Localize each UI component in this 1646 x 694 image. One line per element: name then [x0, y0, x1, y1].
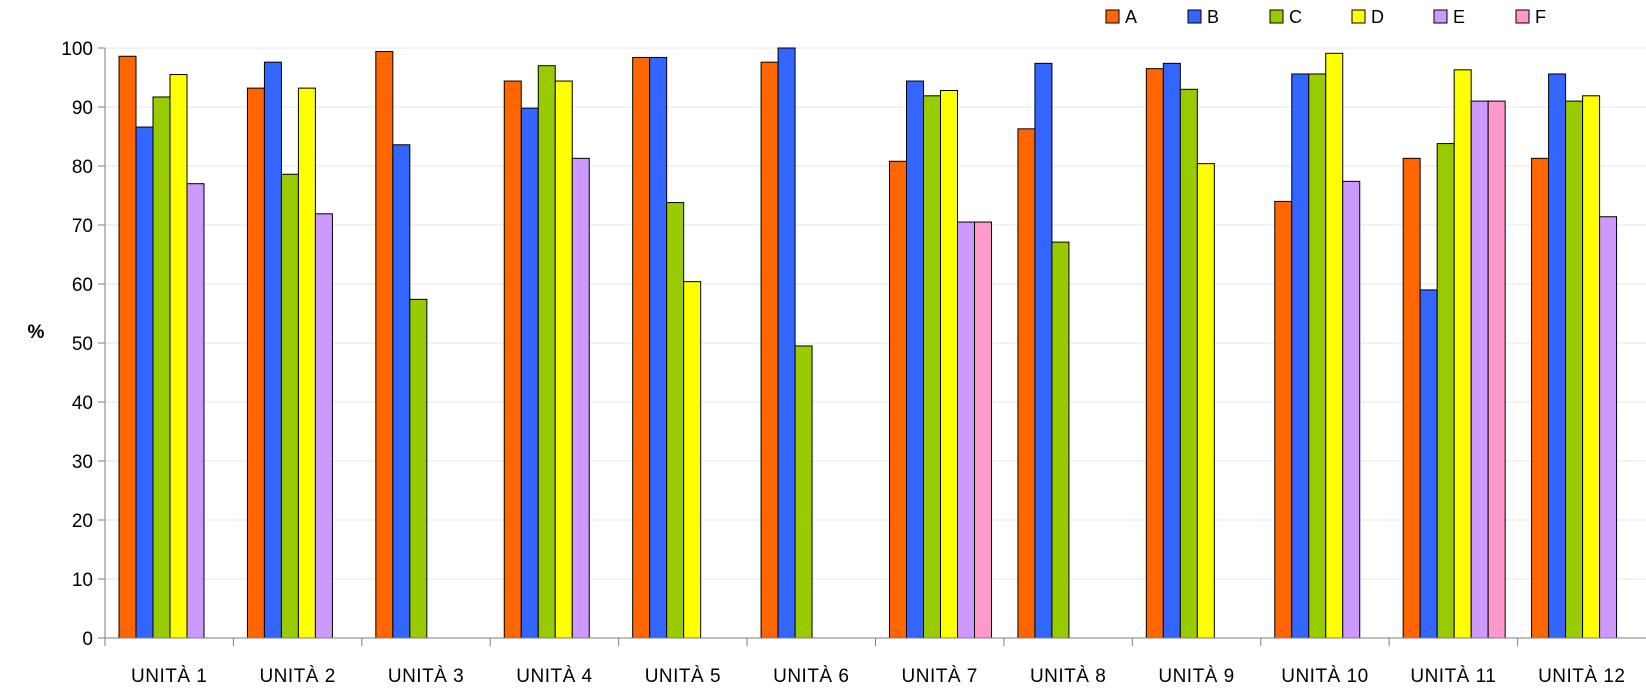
- bar-B-1: [135, 126, 154, 639]
- y-tick-label: 30: [72, 452, 93, 473]
- x-category-label: UNITÀ 4: [516, 666, 592, 687]
- bar-E-7: [957, 221, 975, 639]
- y-axis-title: %: [28, 322, 45, 343]
- bar-C-10: [1308, 73, 1327, 639]
- bar-B-9: [1162, 62, 1181, 639]
- bar-E-12: [1599, 216, 1618, 639]
- bar-A-3: [375, 51, 394, 639]
- bar-E-1: [186, 183, 205, 639]
- x-category-label: UNITÀ 6: [773, 666, 849, 687]
- bar-D-12: [1582, 95, 1601, 639]
- legend-swatch-F: [1515, 9, 1530, 24]
- x-category-label: UNITÀ 10: [1281, 666, 1368, 687]
- bar-D-1: [169, 74, 188, 639]
- x-category-label: UNITÀ 7: [902, 666, 978, 687]
- bar-D-4: [554, 80, 573, 639]
- x-category-label: UNITÀ 8: [1030, 666, 1106, 687]
- y-tick-labels: 0 10 20 30 40 50 60 70 80 90 100: [61, 39, 105, 650]
- bar-A-2: [246, 87, 265, 639]
- bar-B-10: [1291, 73, 1310, 639]
- bar-B-5: [649, 56, 668, 639]
- bar-A-11: [1402, 157, 1421, 639]
- x-category-label: UNITÀ 1: [131, 666, 207, 687]
- bar-E-11: [1470, 100, 1489, 639]
- bar-B-4: [520, 107, 539, 639]
- y-tick-label: 10: [72, 570, 93, 591]
- bar-C-12: [1565, 100, 1584, 639]
- bar-E-4: [571, 157, 590, 639]
- bar-B-8: [1034, 62, 1053, 639]
- x-category-label: UNITÀ 12: [1538, 666, 1625, 687]
- legend-swatch-E: [1433, 9, 1448, 24]
- bar-D-10: [1325, 52, 1344, 639]
- y-tick-label: 20: [72, 511, 93, 532]
- bar-A-12: [1531, 157, 1550, 639]
- bar-C-8: [1051, 241, 1070, 639]
- bar-B-7: [906, 80, 924, 639]
- x-category-label: UNITÀ 3: [388, 666, 464, 687]
- bar-D-5: [683, 281, 702, 639]
- x-category-label: UNITÀ 5: [645, 666, 721, 687]
- bar-B-3: [392, 144, 411, 639]
- y-tick-label: 70: [72, 216, 93, 237]
- y-tick-label: 100: [61, 39, 93, 60]
- bar-C-11: [1436, 143, 1455, 639]
- bar-A-6: [760, 61, 779, 639]
- bar-B-6: [777, 47, 796, 639]
- legend-label-E: E: [1453, 7, 1465, 27]
- legend-swatch-A: [1105, 9, 1120, 24]
- bar-D-11: [1453, 69, 1472, 639]
- y-tick-label: 0: [82, 629, 93, 650]
- bar-C-7: [923, 95, 941, 639]
- bar-B-2: [263, 61, 282, 639]
- bar-C-5: [666, 202, 685, 639]
- gridlines: [105, 47, 1646, 580]
- x-category-label: UNITÀ 11: [1410, 666, 1496, 687]
- legend-label-B: B: [1207, 7, 1219, 27]
- bar-A-7: [889, 160, 907, 639]
- bar-C-3: [409, 298, 428, 639]
- bar-D-7: [940, 89, 958, 639]
- x-category-label: UNITÀ 9: [1158, 666, 1234, 687]
- x-category-labels: UNITÀ 1 UNITÀ 2 UNITÀ 3 UNITÀ 4 UNITÀ 5 UNITÀ…: [131, 666, 1625, 687]
- bar-E-2: [314, 213, 333, 639]
- legend: A B C D E F: [1105, 7, 1546, 27]
- bar-C-1: [152, 96, 171, 639]
- legend-swatch-B: [1187, 9, 1202, 24]
- bar-F-11: [1487, 100, 1506, 639]
- bar-B-12: [1548, 73, 1567, 639]
- bar-A-10: [1274, 200, 1293, 639]
- bar-A-8: [1017, 128, 1036, 639]
- y-tick-label: 80: [72, 157, 93, 178]
- legend-label-A: A: [1125, 7, 1137, 27]
- y-tick-label: 50: [72, 334, 93, 355]
- bar-A-5: [632, 56, 651, 639]
- legend-label-D: D: [1371, 7, 1384, 27]
- x-category-label: UNITÀ 2: [259, 666, 335, 687]
- bar-C-4: [537, 65, 556, 639]
- bar-F-7: [974, 221, 992, 639]
- bar-D-2: [297, 87, 316, 639]
- bar-C-2: [280, 173, 299, 639]
- legend-label-F: F: [1535, 7, 1546, 27]
- bar-A-9: [1145, 68, 1164, 639]
- bar-C-9: [1179, 88, 1198, 639]
- legend-swatch-D: [1351, 9, 1366, 24]
- bar-A-1: [118, 55, 137, 639]
- y-tick-label: 40: [72, 393, 93, 414]
- bar-D-9: [1196, 163, 1215, 639]
- bars: [118, 47, 1618, 639]
- bar-A-4: [503, 80, 522, 639]
- bar-B-11: [1419, 289, 1438, 639]
- y-tick-label: 90: [72, 98, 93, 119]
- bar-C-6: [794, 345, 813, 639]
- legend-label-C: C: [1289, 7, 1302, 27]
- y-tick-label: 60: [72, 275, 93, 296]
- bar-E-10: [1342, 180, 1361, 639]
- legend-swatch-C: [1269, 9, 1284, 24]
